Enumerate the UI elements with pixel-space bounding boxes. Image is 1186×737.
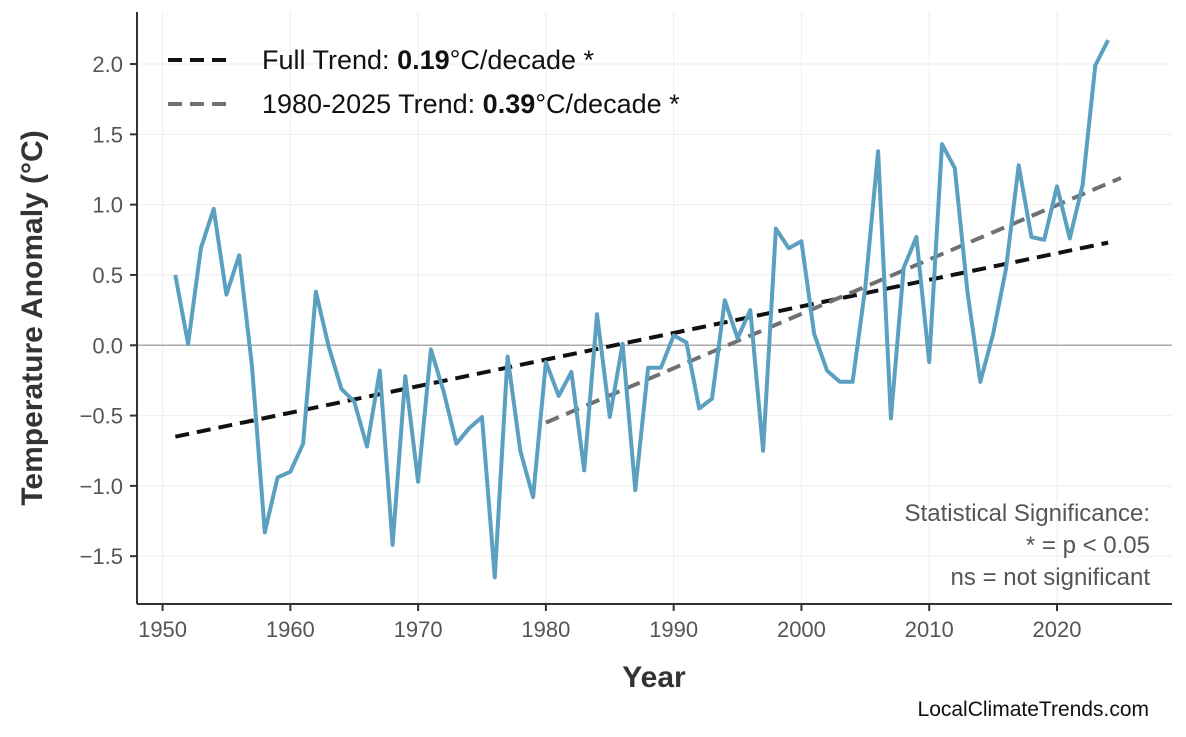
x-tick-label: 1970: [394, 617, 443, 642]
trend-lines: [174, 176, 1122, 439]
significance-line-1: * = p < 0.05: [1026, 532, 1150, 559]
x-tick-label: 2000: [777, 617, 826, 642]
source-credit: LocalClimateTrends.com: [918, 698, 1149, 721]
y-tick-label: 1.5: [92, 122, 123, 147]
y-tick-label: 1.0: [92, 193, 123, 218]
significance-title: Statistical Significance:: [905, 500, 1150, 527]
series-line: [173, 39, 1110, 580]
y-tick-label: 0.0: [92, 333, 123, 358]
legend: Full Trend: 0.19°C/decade * 1980-2025 Tr…: [168, 45, 680, 119]
full-trend-line: [174, 240, 1109, 439]
recent-trend-line: [545, 176, 1122, 425]
y-tick-label: −0.5: [80, 404, 123, 429]
y-axis-label: Temperature Anomaly (°C): [16, 130, 49, 505]
x-tick-label: 1950: [138, 617, 187, 642]
x-axis-label: Year: [622, 661, 686, 694]
significance-line-2: ns = not significant: [951, 564, 1151, 591]
x-ticks: 1950 1960 1970 1980 1990 2000 2010 2020: [138, 604, 1081, 642]
x-tick-label: 1960: [266, 617, 315, 642]
y-ticks: −1.5 −1.0 −0.5 0.0 0.5 1.0 1.5 2.0: [80, 52, 137, 569]
legend-label-recent-trend: 1980-2025 Trend: 0.39°C/decade *: [262, 89, 680, 119]
x-tick-label: 1980: [521, 617, 570, 642]
data-points: [175, 40, 1109, 578]
x-tick-label: 2020: [1033, 617, 1082, 642]
x-tick-label: 1990: [649, 617, 698, 642]
y-tick-label: 0.5: [92, 263, 123, 288]
x-tick-label: 2010: [905, 617, 954, 642]
y-tick-label: −1.5: [80, 544, 123, 569]
y-tick-label: 2.0: [92, 52, 123, 77]
legend-label-full-trend: Full Trend: 0.19°C/decade *: [262, 45, 595, 75]
y-tick-label: −1.0: [80, 474, 123, 499]
